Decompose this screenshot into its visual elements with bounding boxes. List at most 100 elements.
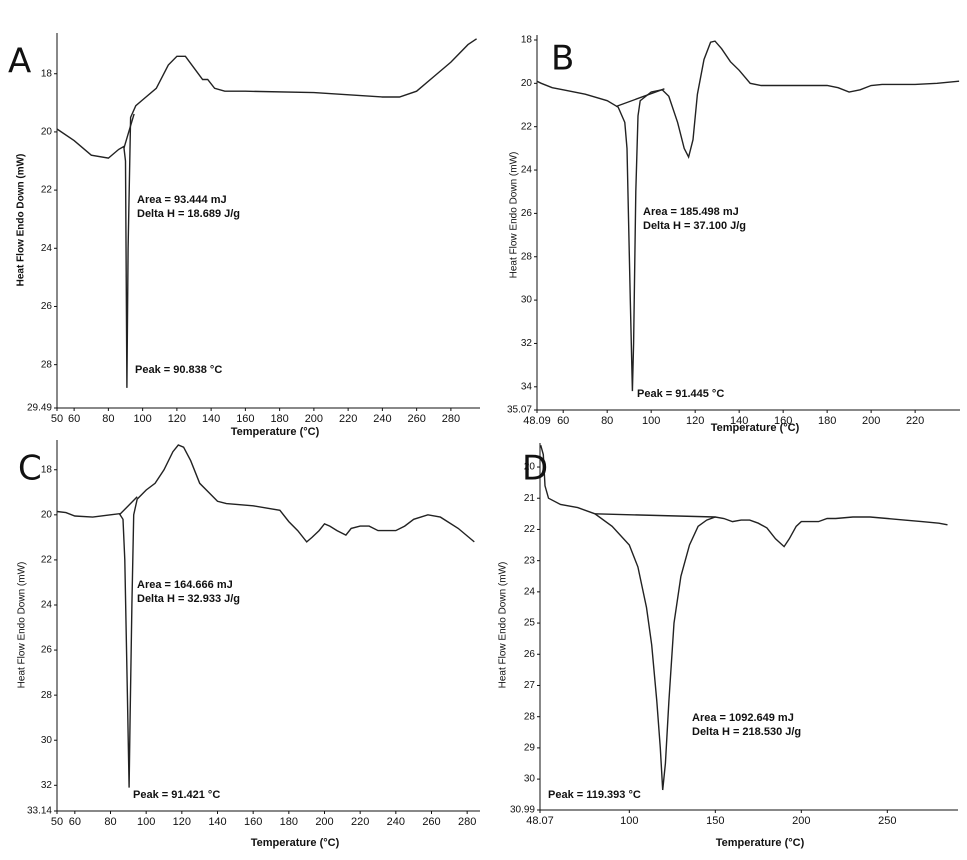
panel-label: A	[8, 42, 31, 82]
thermogram-line	[118, 496, 138, 516]
x-tick-label: 200	[305, 413, 323, 425]
y-tick-label: 25	[524, 618, 536, 629]
y-tick-label: 32	[521, 338, 533, 349]
x-tick-label: 180	[270, 413, 288, 425]
y-tick-label: 26	[524, 649, 536, 660]
thermogram-line	[56, 444, 475, 788]
panel-label: D	[522, 449, 548, 489]
x-axis-label: Temperature (°C)	[716, 837, 805, 849]
y-tick-label: 29	[524, 743, 536, 754]
panel-label: C	[18, 449, 42, 489]
annotation: Peak = 119.393 °C	[548, 789, 641, 801]
y-tick-label: 20	[524, 462, 536, 473]
y-tick-label: 33.14	[27, 806, 52, 817]
y-tick-label: 26	[521, 208, 533, 219]
x-tick-label: 50	[51, 816, 63, 828]
y-tick-label: 34	[521, 381, 533, 392]
x-tick-label: 160	[236, 413, 254, 425]
y-tick-label: 35.07	[507, 405, 532, 416]
y-tick-label: 20	[41, 127, 53, 138]
annotation: Delta H = 32.933 J/g	[137, 593, 240, 605]
x-axis-label: Temperature (°C)	[711, 422, 800, 434]
annotation: Area = 185.498 mJ	[643, 206, 739, 218]
y-tick-label: 18	[41, 68, 53, 79]
annotation: Peak = 90.838 °C	[135, 364, 222, 376]
y-tick-label: 28	[524, 711, 536, 722]
y-tick-label: 20	[41, 509, 53, 520]
y-tick-label: 27	[524, 680, 536, 691]
y-tick-label: 26	[41, 645, 53, 656]
annotation: Delta H = 18.689 J/g	[137, 208, 240, 220]
y-tick-label: 18	[521, 35, 533, 46]
x-tick-label: 100	[137, 816, 155, 828]
x-tick-label: 48.07	[526, 815, 554, 827]
x-tick-label: 200	[862, 415, 880, 427]
y-axis-label: Heat Flow Endo Down (mW)	[16, 154, 27, 287]
x-tick-label: 160	[774, 415, 792, 427]
y-tick-label: 20	[521, 78, 533, 89]
y-tick-label: 23	[524, 555, 536, 566]
x-tick-label: 80	[102, 413, 114, 425]
x-tick-label: 60	[68, 413, 80, 425]
annotation: Area = 1092.649 mJ	[692, 712, 794, 724]
x-tick-label: 280	[458, 816, 476, 828]
y-tick-label: 29.49	[27, 403, 52, 414]
x-tick-label: 180	[280, 816, 298, 828]
x-tick-label: 48.09	[523, 415, 551, 427]
annotation: Peak = 91.445 °C	[637, 388, 724, 400]
x-tick-label: 220	[339, 413, 357, 425]
y-tick-label: 21	[524, 493, 536, 504]
annotation: Area = 164.666 mJ	[137, 579, 233, 591]
x-tick-label: 120	[686, 415, 704, 427]
annotation: Delta H = 37.100 J/g	[643, 220, 746, 232]
y-tick-label: 30.99	[510, 805, 535, 816]
thermogram-line	[123, 113, 135, 149]
annotation: Area = 93.444 mJ	[137, 194, 227, 206]
y-tick-label: 18	[41, 464, 53, 475]
thermogram-line	[615, 88, 665, 108]
x-tick-label: 80	[104, 816, 116, 828]
thermogram-line	[536, 40, 960, 392]
x-tick-label: 100	[133, 413, 151, 425]
x-tick-label: 200	[315, 816, 333, 828]
y-axis-label: Heat Flow Endo Down (mW)	[17, 562, 28, 689]
thermogram-line	[56, 38, 477, 388]
x-tick-label: 240	[373, 413, 391, 425]
x-tick-label: 250	[878, 815, 896, 827]
thermogram-line	[594, 513, 716, 518]
x-tick-label: 100	[620, 815, 638, 827]
x-axis-label: Temperature (°C)	[251, 837, 340, 849]
y-tick-label: 28	[41, 690, 53, 701]
y-tick-label: 22	[521, 121, 533, 132]
annotation: Delta H = 218.530 J/g	[692, 726, 801, 738]
y-tick-label: 24	[524, 587, 536, 598]
annotation: Peak = 91.421 °C	[133, 789, 220, 801]
panel-label: B	[551, 39, 574, 79]
y-tick-label: 28	[521, 251, 533, 262]
x-tick-label: 180	[818, 415, 836, 427]
y-tick-label: 30	[521, 295, 533, 306]
x-tick-label: 50	[51, 413, 63, 425]
x-tick-label: 100	[642, 415, 660, 427]
y-tick-label: 24	[41, 243, 53, 254]
x-tick-label: 280	[442, 413, 460, 425]
y-tick-label: 28	[41, 359, 53, 370]
y-tick-label: 32	[41, 780, 53, 791]
y-tick-label: 24	[41, 600, 53, 611]
x-tick-label: 160	[244, 816, 262, 828]
thermogram-line	[540, 445, 948, 791]
y-axis-label: Heat Flow Endo Down (mW)	[509, 152, 520, 279]
x-tick-label: 120	[168, 413, 186, 425]
x-tick-label: 140	[730, 415, 748, 427]
x-tick-label: 60	[69, 816, 81, 828]
x-tick-label: 200	[792, 815, 810, 827]
y-tick-label: 30	[41, 735, 53, 746]
x-tick-label: 150	[706, 815, 724, 827]
x-axis-label: Temperature (°C)	[231, 426, 320, 438]
x-tick-label: 80	[601, 415, 613, 427]
x-tick-label: 220	[351, 816, 369, 828]
x-tick-label: 60	[557, 415, 569, 427]
y-tick-label: 22	[524, 524, 536, 535]
x-tick-label: 140	[208, 816, 226, 828]
x-tick-label: 260	[407, 413, 425, 425]
